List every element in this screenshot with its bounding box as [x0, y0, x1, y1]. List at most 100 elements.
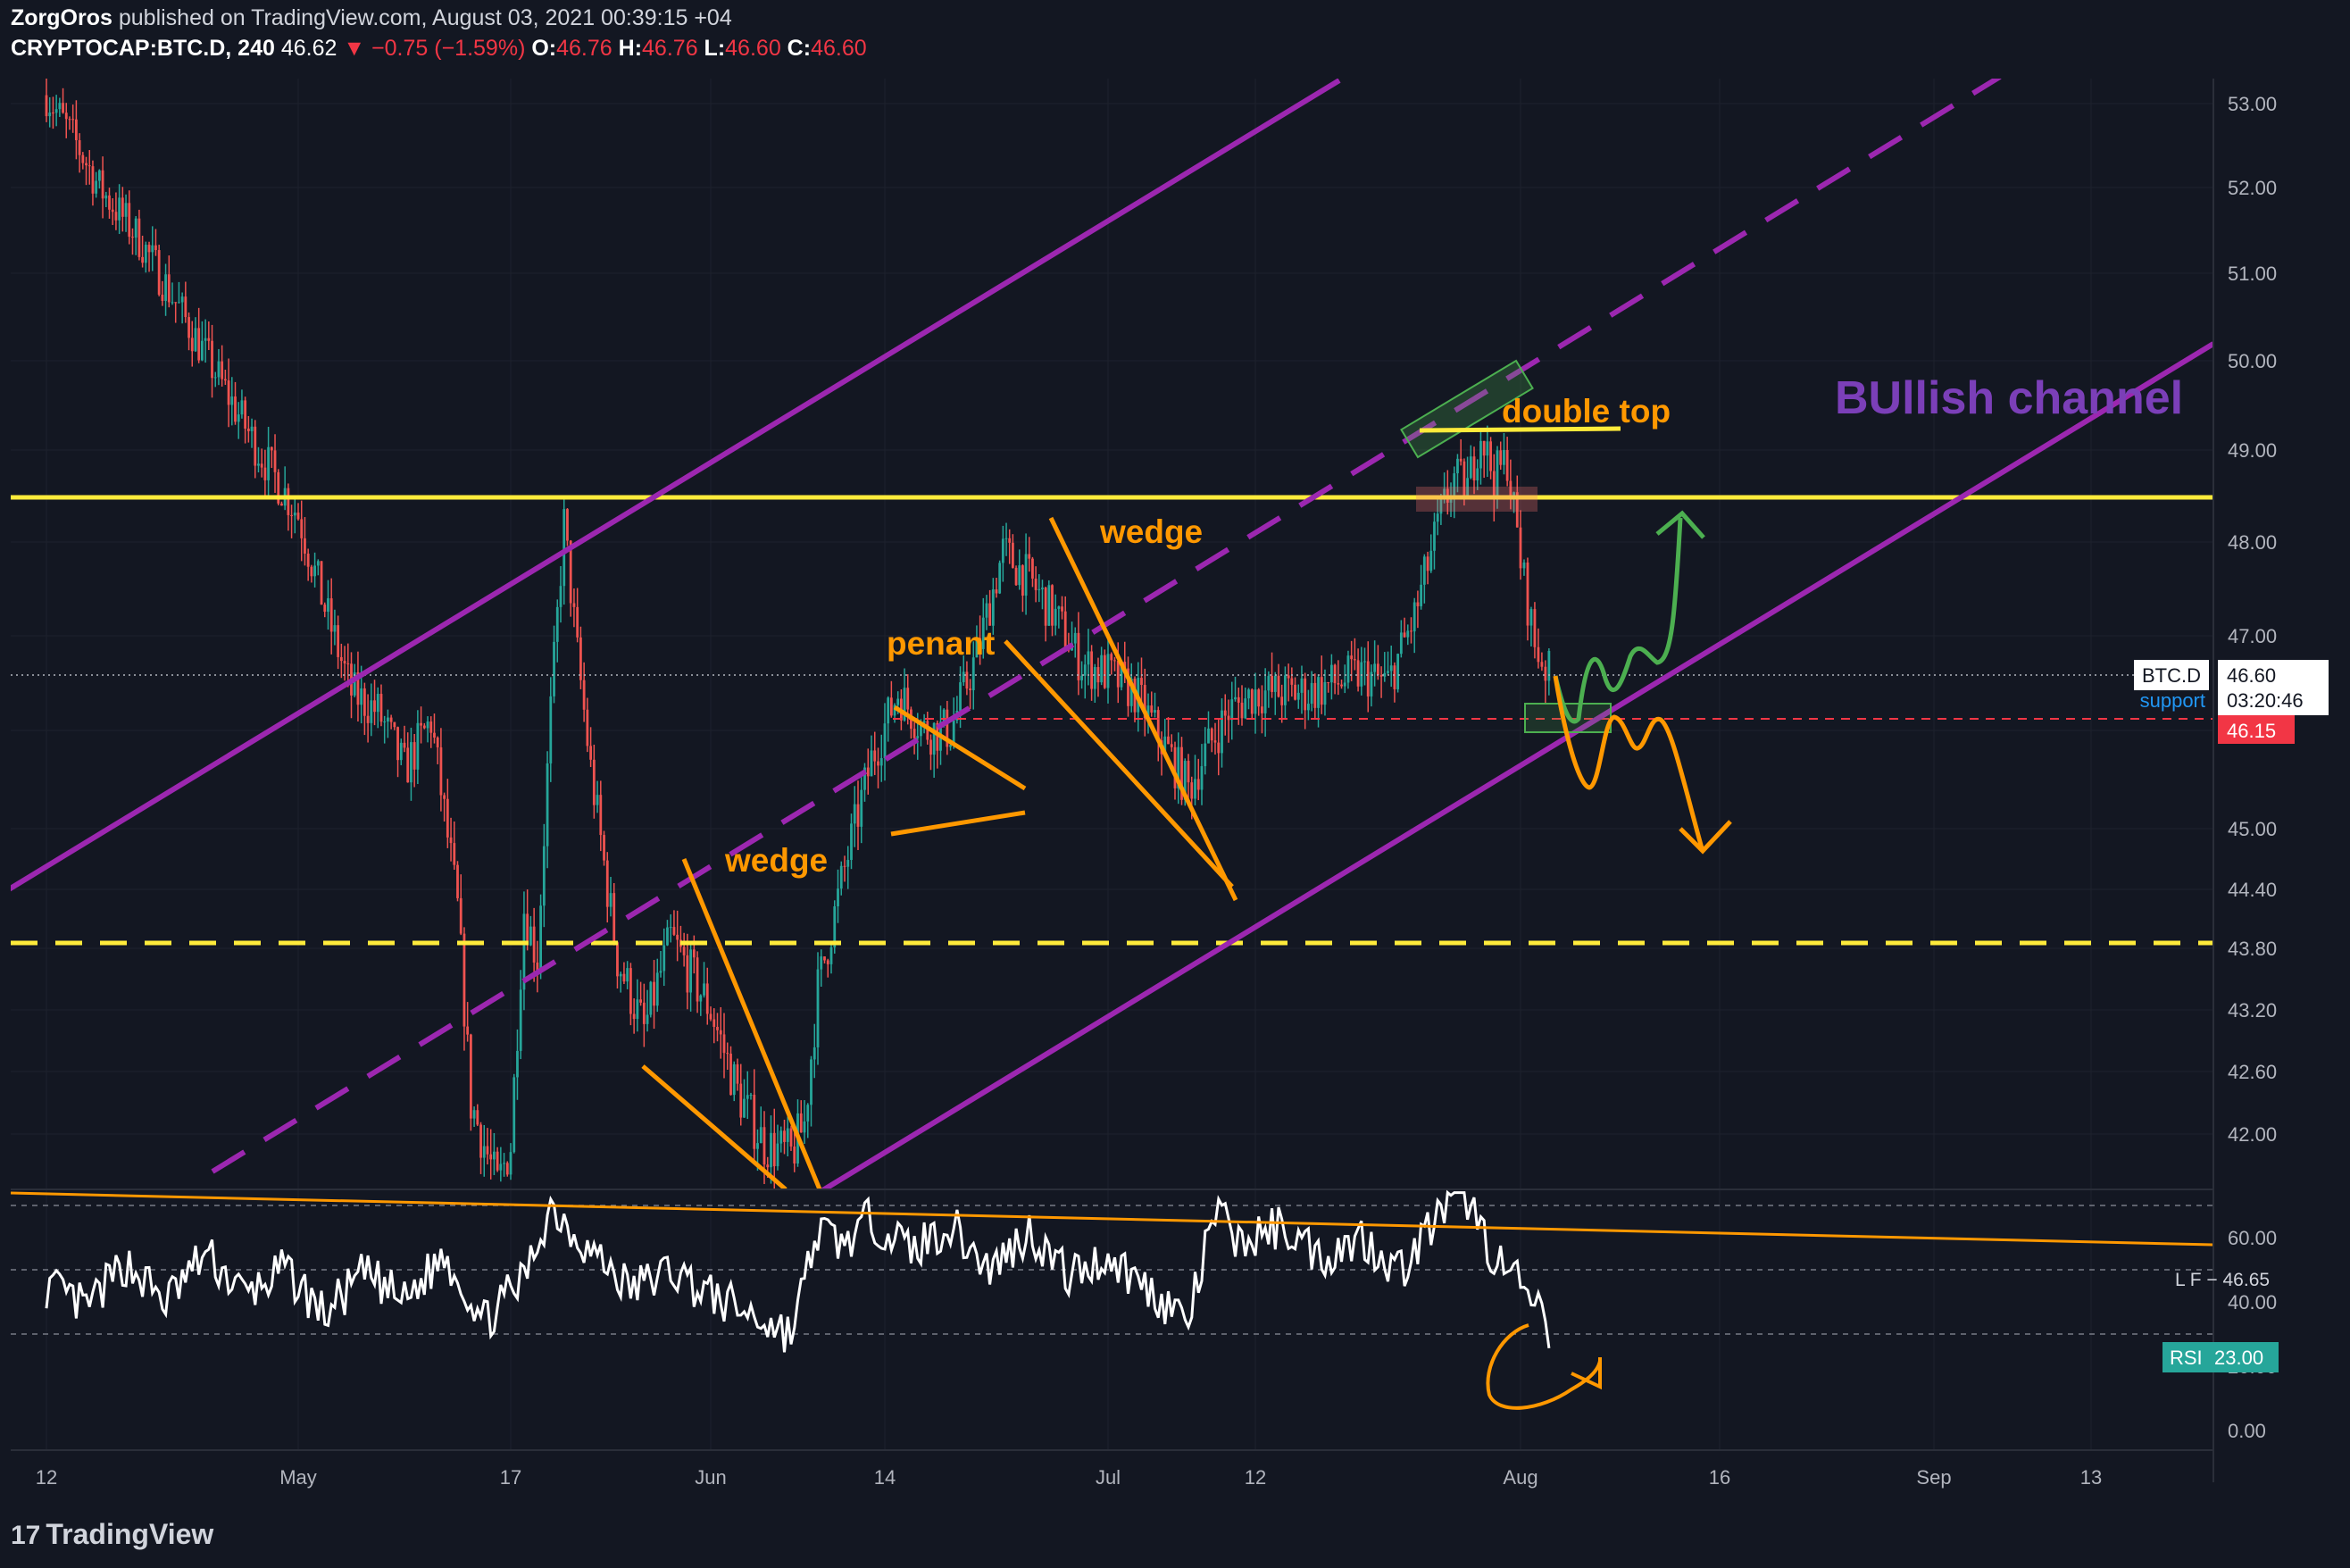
candle-body: [586, 709, 589, 746]
candle-body: [666, 927, 669, 946]
candle-body: [1103, 655, 1106, 688]
candle-body: [1346, 655, 1350, 683]
price-axis[interactable]: 53.0052.0051.0050.0049.0048.0047.0046.00…: [2228, 93, 2277, 1146]
candle-body: [526, 913, 529, 946]
candle: [1110, 652, 1113, 675]
candle: [211, 324, 213, 398]
rsi-line[interactable]: [45, 1189, 1551, 1353]
double-top-line[interactable]: [1419, 426, 1621, 433]
candle-body: [833, 906, 837, 947]
low-value: 46.60: [725, 36, 781, 61]
candle-body: [469, 1034, 472, 1119]
candle: [78, 133, 81, 173]
candle: [1234, 676, 1237, 702]
candle: [505, 1161, 509, 1177]
candle-body: [1383, 672, 1387, 677]
candle: [1254, 672, 1257, 734]
candle-body: [462, 933, 466, 1027]
candle: [104, 191, 108, 208]
wedge2-upper-line[interactable]: [1048, 516, 1238, 902]
candle-body: [762, 1127, 766, 1165]
candle: [709, 1006, 712, 1022]
candle-body: [1350, 655, 1354, 660]
candle-body: [589, 746, 592, 760]
candle-body: [1453, 473, 1456, 498]
candle: [313, 552, 316, 588]
candle: [1051, 584, 1054, 637]
candle: [240, 389, 244, 419]
candle: [114, 192, 118, 230]
candle: [726, 1042, 729, 1071]
symbol-label[interactable]: CRYPTOCAP:BTC.D, 240: [11, 36, 275, 61]
wedge2-lower-line[interactable]: [1004, 639, 1234, 888]
candle-body: [553, 641, 555, 696]
candle-body: [131, 237, 134, 238]
candle: [270, 446, 273, 469]
candle-body: [803, 1121, 806, 1133]
candle: [161, 280, 164, 306]
candle: [779, 1126, 783, 1153]
candle-body: [512, 1077, 516, 1153]
wedge-upper-line[interactable]: [681, 858, 822, 1189]
candle: [887, 696, 890, 742]
candle: [1410, 617, 1412, 644]
candle-body: [91, 166, 95, 194]
time-axis[interactable]: 12 May 17 Jun 14 Jul 12 Aug 16 Sep 13: [36, 1466, 2102, 1489]
candle: [1340, 680, 1343, 689]
candle: [71, 104, 75, 133]
bullish-projection-path[interactable]: [1553, 517, 1683, 724]
channel-mid-line[interactable]: [211, 77, 2002, 1174]
candle: [1250, 688, 1254, 719]
candle: [662, 928, 666, 987]
channel-upper-line[interactable]: [0, 79, 1341, 895]
pennant-lower-line[interactable]: [890, 810, 1026, 837]
candle-body: [1200, 766, 1204, 790]
candle-body: [596, 795, 599, 805]
candle-body: [1127, 668, 1129, 706]
candle-body: [1482, 440, 1486, 456]
candle: [689, 941, 692, 1012]
candle: [1127, 656, 1129, 717]
candle-body: [114, 212, 118, 221]
candle: [776, 1124, 779, 1171]
candle-body: [703, 983, 705, 996]
channel-lower-line[interactable]: [812, 341, 2213, 1197]
candle-body: [877, 761, 879, 766]
time-tick-label: Jul: [1096, 1466, 1121, 1489]
rsi-trendline[interactable]: [11, 1191, 2213, 1247]
candle-body: [290, 514, 293, 516]
time-tick-label: Aug: [1503, 1466, 1538, 1489]
candle-body: [1284, 675, 1287, 705]
candle-body: [389, 717, 393, 722]
candle-body: [1096, 667, 1100, 683]
candle-body: [366, 715, 370, 723]
double-top-box[interactable]: [1400, 359, 1534, 459]
bearish-projection-path[interactable]: [1553, 675, 1704, 849]
pennant-upper-line[interactable]: [893, 705, 1027, 791]
last-price-label: 46.60: [2227, 664, 2276, 687]
candle-body: [1156, 710, 1160, 741]
candle-body: [696, 957, 699, 1002]
candle-body: [1290, 678, 1294, 685]
candle: [131, 228, 134, 255]
candle: [995, 577, 998, 598]
candle: [629, 963, 632, 1026]
candle: [476, 1104, 479, 1127]
candle-body: [1154, 710, 1156, 713]
candle: [327, 580, 329, 630]
candle: [1261, 685, 1263, 734]
candle-body: [988, 603, 992, 626]
candle-body: [522, 913, 526, 990]
candle-body: [124, 203, 128, 217]
candle-body: [739, 1083, 743, 1118]
author-name[interactable]: ZorgOros: [11, 5, 112, 30]
candle: [612, 882, 616, 946]
wedge-lower-line[interactable]: [641, 1064, 788, 1189]
candle: [712, 1008, 716, 1044]
candle: [449, 817, 453, 862]
candle: [296, 503, 300, 521]
candle: [729, 1046, 732, 1096]
tradingview-brand[interactable]: 17 TradingView: [11, 1518, 213, 1551]
candle: [912, 721, 916, 755]
